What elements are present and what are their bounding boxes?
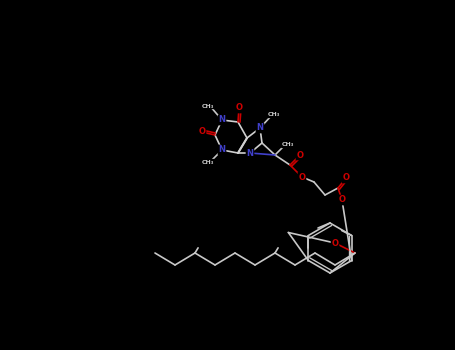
Text: O: O — [343, 174, 349, 182]
Text: O: O — [298, 173, 305, 182]
Text: N: N — [218, 146, 226, 154]
Text: O: O — [339, 196, 345, 204]
Text: CH₃: CH₃ — [202, 104, 214, 108]
Text: O: O — [236, 104, 243, 112]
Text: N: N — [218, 116, 226, 125]
Text: CH₃: CH₃ — [268, 112, 280, 118]
Text: O: O — [198, 127, 206, 136]
Text: O: O — [297, 150, 303, 160]
Text: O: O — [332, 238, 339, 247]
Text: CH₃: CH₃ — [282, 142, 294, 147]
Text: CH₃: CH₃ — [202, 160, 214, 164]
Text: N: N — [247, 148, 253, 158]
Text: N: N — [257, 124, 263, 133]
